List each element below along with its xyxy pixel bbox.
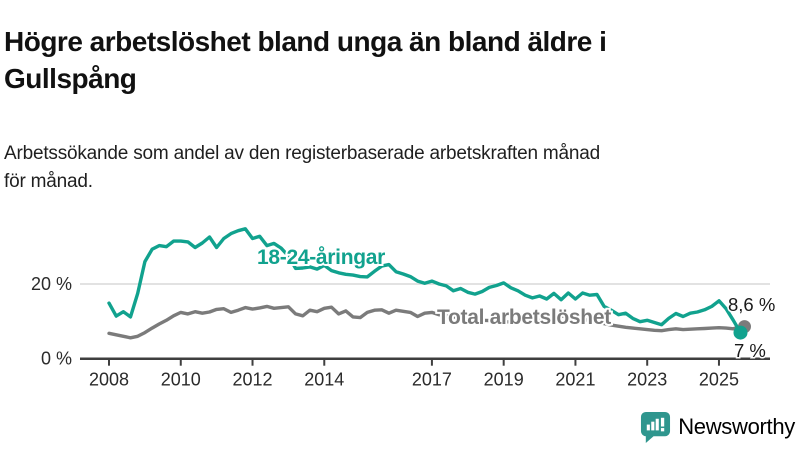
bar-small <box>646 424 651 431</box>
series-line-0 <box>107 304 743 340</box>
series-end-dot-1 <box>733 325 748 340</box>
chart-subtitle-line-2: för månad. <box>4 171 93 192</box>
x-tick-label-2025: 2025 <box>699 370 739 390</box>
x-tick-label-2012: 2012 <box>232 370 272 390</box>
newsworthy-wordmark: Newsworthy <box>678 414 795 439</box>
chart-title: Högre arbetslöshet bland unga än bland ä… <box>4 23 796 97</box>
speech-bubble-shape <box>641 411 671 443</box>
x-tick-label-2010: 2010 <box>161 370 201 390</box>
x-tick-label-2014: 2014 <box>304 370 344 390</box>
unemployment-line-chart: 2008 2010 2012 2014 2017 2019 2021 2023 2025 0 % 2… <box>31 227 777 390</box>
x-tick-label-2023: 2023 <box>627 370 667 390</box>
chart-title-line-1: Högre arbetslöshet bland unga än bland ä… <box>4 25 607 57</box>
series-label-0: Total arbetslöshet <box>437 306 611 329</box>
exclamation-stem <box>661 417 665 427</box>
bar-large <box>655 418 659 431</box>
end-value-label-0: 8,6 % <box>728 294 775 315</box>
chart-subtitle-line-1: Arbetssökande som andel av den registerb… <box>4 143 601 164</box>
y-tick-label-20: 20 % <box>31 274 72 294</box>
x-tick-label-2021: 2021 <box>555 370 595 390</box>
x-tick-label-2019: 2019 <box>484 370 524 390</box>
end-value-label-1: 7 % <box>734 340 766 361</box>
series-line-1 <box>107 227 743 335</box>
series-label-1: 18-24-åringar <box>257 246 385 269</box>
x-tick-label-2008: 2008 <box>89 370 129 390</box>
chart-subtitle: Arbetssökande som andel av den registerb… <box>4 140 796 196</box>
newsworthy-logo[interactable]: Newsworthy <box>640 411 795 443</box>
exclamation-dot <box>661 428 665 432</box>
newsworthy-icon <box>641 411 671 443</box>
chart-title-line-2: Gullspång <box>4 62 137 94</box>
x-tick-label-2017: 2017 <box>412 370 452 390</box>
bar-medium <box>651 421 655 431</box>
y-tick-label-0: 0 % <box>41 349 72 369</box>
